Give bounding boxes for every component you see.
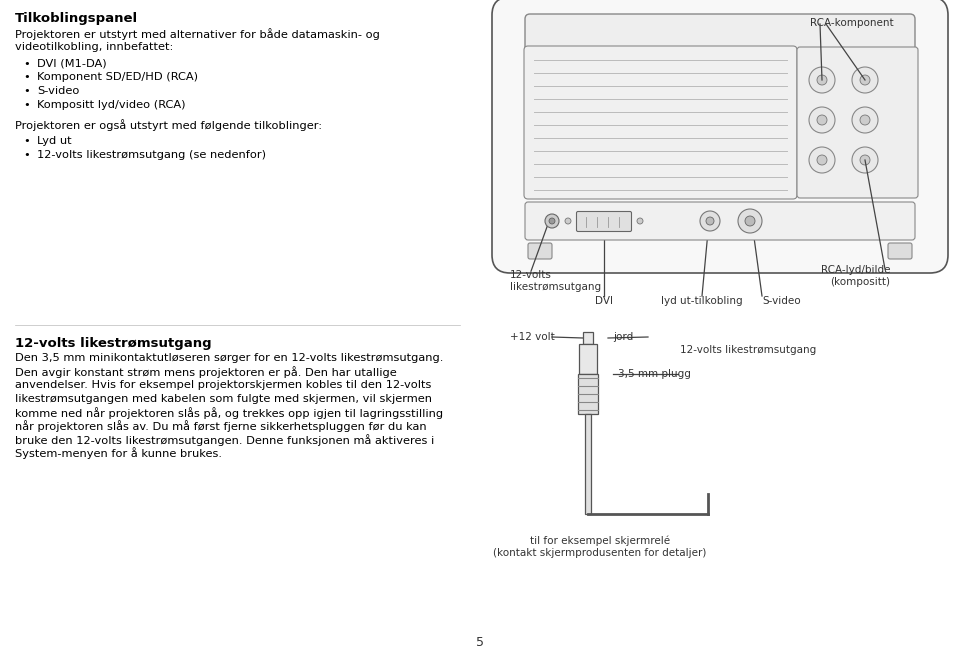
FancyBboxPatch shape (577, 212, 632, 231)
Text: videotilkobling, innbefattet:: videotilkobling, innbefattet: (15, 41, 174, 51)
Circle shape (817, 155, 827, 165)
Circle shape (549, 218, 555, 224)
FancyBboxPatch shape (525, 202, 915, 240)
Circle shape (700, 211, 720, 231)
Text: •: • (23, 150, 30, 160)
Circle shape (545, 214, 559, 228)
Bar (578, 374, 598, 414)
Text: Lyd ut: Lyd ut (37, 137, 72, 147)
Circle shape (860, 115, 870, 125)
Text: DVI (M1-DA): DVI (M1-DA) (37, 59, 107, 69)
Text: til for eksempel skjermrelé
(kontakt skjermprodusenten for detaljer): til for eksempel skjermrelé (kontakt skj… (493, 536, 707, 558)
Text: 12-volts
likestrømsutgang: 12-volts likestrømsutgang (510, 270, 601, 292)
Circle shape (860, 155, 870, 165)
Text: 12-volts likestrømsutgang (se nedenfor): 12-volts likestrømsutgang (se nedenfor) (37, 150, 266, 160)
FancyBboxPatch shape (525, 14, 915, 52)
Text: 3,5 mm plugg: 3,5 mm plugg (618, 369, 691, 379)
Text: Projektoren er utstyrt med alternativer for både datamaskin- og: Projektoren er utstyrt med alternativer … (15, 28, 380, 40)
Text: •: • (23, 86, 30, 96)
Circle shape (809, 67, 835, 93)
Text: når projektoren slås av. Du må først fjerne sikkerhetspluggen før du kan: når projektoren slås av. Du må først fje… (15, 420, 426, 432)
Text: bruke den 12-volts likestrømsutgangen. Denne funksjonen må aktiveres i: bruke den 12-volts likestrømsutgangen. D… (15, 434, 434, 446)
Text: +12 volt: +12 volt (510, 332, 555, 342)
FancyBboxPatch shape (797, 47, 918, 198)
Circle shape (565, 218, 571, 224)
Text: •: • (23, 137, 30, 147)
Text: 12-volts likestrømsutgang: 12-volts likestrømsutgang (680, 345, 816, 355)
Text: 12-volts likestrømsutgang: 12-volts likestrømsutgang (15, 337, 211, 350)
Text: •: • (23, 72, 30, 83)
Circle shape (738, 209, 762, 233)
Circle shape (809, 107, 835, 133)
Text: RCA-lyd/bilde
(kompositt): RCA-lyd/bilde (kompositt) (821, 265, 890, 286)
Text: DVI: DVI (595, 296, 613, 306)
Text: Den avgir konstant strøm mens projektoren er på. Den har utallige: Den avgir konstant strøm mens projektore… (15, 367, 396, 378)
Circle shape (817, 115, 827, 125)
Text: •: • (23, 59, 30, 69)
FancyBboxPatch shape (492, 0, 948, 273)
Text: S-video: S-video (762, 296, 801, 306)
Circle shape (852, 67, 878, 93)
Circle shape (706, 217, 714, 225)
Text: anvendelser. Hvis for eksempel projektorskjermen kobles til den 12-volts: anvendelser. Hvis for eksempel projektor… (15, 380, 431, 390)
Text: Tilkoblingspanel: Tilkoblingspanel (15, 12, 138, 25)
Bar (585, 414, 591, 514)
Text: jord: jord (613, 332, 634, 342)
Text: S-video: S-video (37, 86, 80, 96)
Text: Kompositt lyd/video (RCA): Kompositt lyd/video (RCA) (37, 99, 185, 110)
Text: •: • (23, 99, 30, 110)
Circle shape (637, 218, 643, 224)
Text: System-menyen for å kunne brukes.: System-menyen for å kunne brukes. (15, 447, 222, 459)
FancyBboxPatch shape (524, 46, 797, 199)
Circle shape (852, 147, 878, 173)
Circle shape (745, 216, 755, 226)
Text: likestrømsutgangen med kabelen som fulgte med skjermen, vil skjermen: likestrømsutgangen med kabelen som fulgt… (15, 394, 432, 403)
Text: Projektoren er også utstyrt med følgende tilkoblinger:: Projektoren er også utstyrt med følgende… (15, 119, 323, 131)
Circle shape (809, 147, 835, 173)
Bar (579, 344, 597, 374)
Text: Komponent SD/ED/HD (RCA): Komponent SD/ED/HD (RCA) (37, 72, 198, 83)
Text: komme ned når projektoren slås på, og trekkes opp igjen til lagringsstilling: komme ned når projektoren slås på, og tr… (15, 407, 444, 419)
Circle shape (817, 75, 827, 85)
Text: 5: 5 (476, 637, 484, 650)
Circle shape (860, 75, 870, 85)
Text: RCA-komponent: RCA-komponent (810, 18, 894, 28)
Bar (583, 332, 593, 344)
FancyBboxPatch shape (888, 243, 912, 259)
Circle shape (852, 107, 878, 133)
Text: lyd ut-tilkobling: lyd ut-tilkobling (661, 296, 743, 306)
FancyBboxPatch shape (528, 243, 552, 259)
Text: Den 3,5 mm minikontaktutløseren sørger for en 12-volts likestrømsutgang.: Den 3,5 mm minikontaktutløseren sørger f… (15, 353, 444, 363)
